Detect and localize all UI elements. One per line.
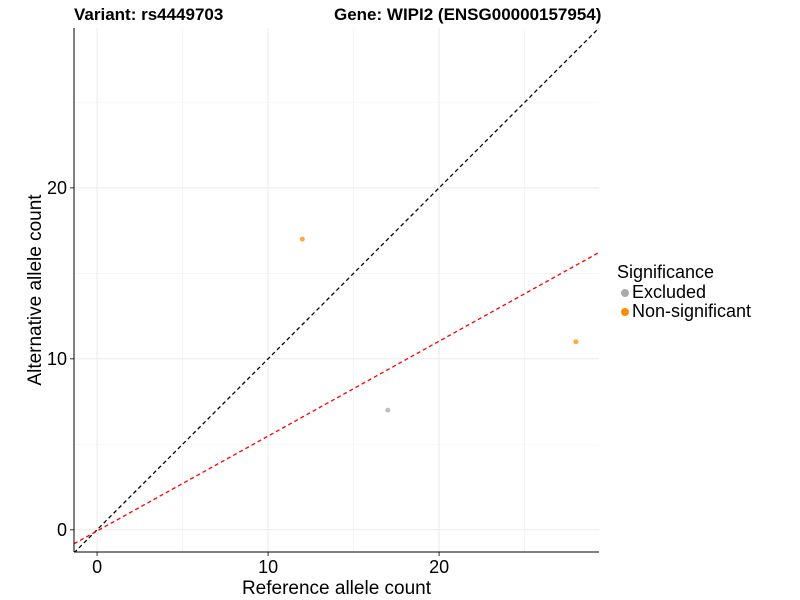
x-tick-label: 20 [429,557,449,577]
legend-title: Significance [617,262,715,282]
legend-dot-non-significant [621,307,629,316]
legend-dot-excluded [621,288,629,297]
title-variant: Variant: rs4449703 [74,5,224,24]
x-tick-label: 10 [258,557,278,577]
data-point [299,236,305,242]
legend-item-excluded: Excluded [617,282,751,302]
line-identity [74,28,599,552]
y-tick-label: 0 [57,520,67,540]
y-axis-label: Alternative allele count [25,194,46,386]
legend-label: Non-significant [632,301,752,321]
legend: Significance Excluded Non-significant [617,262,751,321]
x-tick-label: 0 [92,557,102,577]
legend-item-non-significant: Non-significant [617,301,752,321]
data-point [573,339,579,345]
title-gene: Gene: WIPI2 (ENSG00000157954) [334,5,602,24]
y-tick-label: 20 [47,178,67,198]
line-fit [74,251,599,545]
legend-label: Excluded [632,282,707,302]
data-point [385,407,391,413]
y-tick-label: 10 [47,349,67,369]
x-axis-label: Reference allele count [242,578,432,599]
